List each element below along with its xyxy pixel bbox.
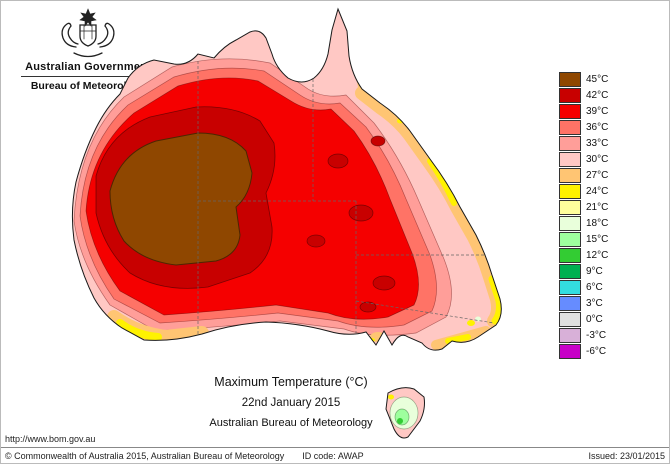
legend-label: 21°C [586, 201, 609, 213]
bureau-branding: Australian Government Bureau of Meteorol… [13, 7, 163, 92]
legend-row: 45°C [559, 71, 608, 87]
footer-id-code: ID code: AWAP [302, 450, 364, 461]
legend-swatch [559, 71, 581, 87]
legend-swatch [559, 103, 581, 119]
legend-label: -3°C [586, 329, 607, 341]
legend-swatch [559, 151, 581, 167]
legend-label: 45°C [586, 73, 609, 85]
legend-label: 15°C [586, 233, 609, 245]
legend-row: 39°C [559, 103, 608, 119]
legend-label: 30°C [586, 153, 609, 165]
map-date: 22nd January 2015 [241, 397, 341, 409]
legend-label: -6°C [586, 345, 607, 357]
legend-swatch [559, 119, 581, 135]
legend-label: 9°C [586, 265, 603, 277]
legend-label: 3°C [586, 297, 603, 309]
legend-swatch [559, 135, 581, 151]
brand-divider [21, 76, 155, 77]
legend-row: 0°C [559, 311, 608, 327]
legend-row: 18°C [559, 215, 608, 231]
legend-label: 27°C [586, 169, 609, 181]
legend-label: 39°C [586, 105, 609, 117]
legend-row: 6°C [559, 279, 608, 295]
legend-swatch [559, 215, 581, 231]
legend-label: 42°C [586, 89, 609, 101]
legend-label: 6°C [586, 281, 603, 293]
legend-row: 12°C [559, 247, 608, 263]
map-title: Maximum Temperature (°C) [214, 375, 368, 389]
map-org: Australian Bureau of Meteorology [209, 417, 373, 429]
legend-row: 3°C [559, 295, 608, 311]
legend-row: 15°C [559, 231, 608, 247]
coat-of-arms-icon [61, 8, 115, 58]
legend-swatch [559, 231, 581, 247]
legend-swatch [559, 87, 581, 103]
legend-swatch [559, 279, 581, 295]
footer-copyright: © Commonwealth of Australia 2015, Austra… [5, 450, 285, 461]
legend-label: 24°C [586, 185, 609, 197]
legend-swatch [559, 263, 581, 279]
legend-label: 18°C [586, 217, 609, 229]
footer-bar: © Commonwealth of Australia 2015, Austra… [1, 447, 669, 463]
legend-label: 33°C [586, 137, 609, 149]
legend-row: 36°C [559, 119, 608, 135]
legend-swatch [559, 327, 581, 343]
legend-label: 0°C [586, 313, 603, 325]
legend-row: 42°C [559, 87, 608, 103]
legend-row: 24°C [559, 183, 608, 199]
map-captions: Maximum Temperature (°C) 22nd January 20… [116, 375, 466, 429]
bureau-title: Bureau of Meteorology [30, 80, 146, 92]
legend-row: 9°C [559, 263, 608, 279]
legend-row: 27°C [559, 167, 608, 183]
legend-swatch [559, 295, 581, 311]
legend-swatch [559, 343, 581, 359]
bom-url: http://www.bom.gov.au [5, 434, 96, 444]
footer-issued: Issued: 23/01/2015 [588, 450, 665, 461]
legend-row: 21°C [559, 199, 608, 215]
legend-swatch [559, 199, 581, 215]
legend-swatch [559, 183, 581, 199]
legend-swatch [559, 247, 581, 263]
legend-label: 36°C [586, 121, 609, 133]
legend-row: 33°C [559, 135, 608, 151]
legend-row: 30°C [559, 151, 608, 167]
legend-row: -3°C [559, 327, 608, 343]
legend-swatch [559, 311, 581, 327]
australia-temperature-map [71, 7, 502, 439]
temperature-legend: 45°C 42°C 39°C 36°C 33°C 30°C 27°C 24°C … [559, 71, 608, 359]
legend-swatch [559, 167, 581, 183]
government-title: Australian Government [25, 61, 151, 73]
legend-label: 12°C [586, 249, 609, 261]
legend-row: -6°C [559, 343, 608, 359]
